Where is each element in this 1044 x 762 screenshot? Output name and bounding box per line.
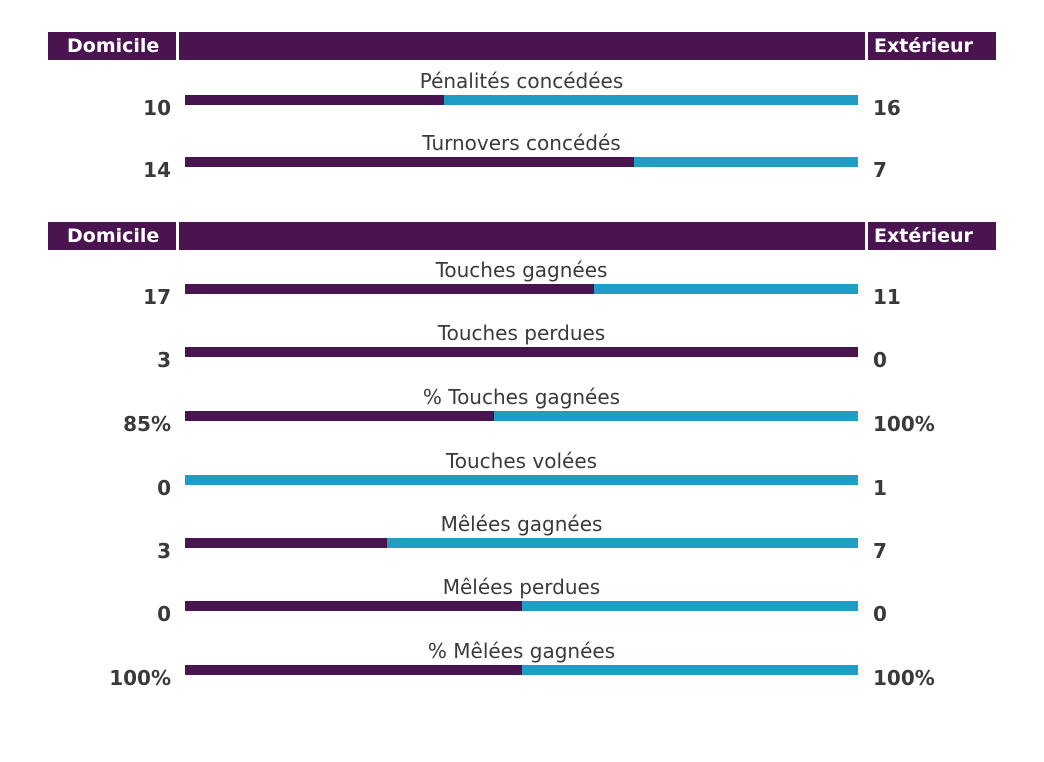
stat-row: % Touches gagnées 85% 100% bbox=[0, 385, 1044, 447]
stat-label: Touches volées bbox=[445, 449, 598, 473]
stat-value-home: 10 bbox=[143, 96, 171, 120]
stat-row: Mêlées perdues 0 0 bbox=[0, 575, 1044, 637]
stat-label: Pénalités concédées bbox=[419, 69, 624, 93]
stat-value-home: 100% bbox=[109, 666, 171, 690]
stat-value-home: 0 bbox=[157, 476, 171, 500]
stat-bar-home bbox=[185, 95, 445, 105]
stat-value-home: 3 bbox=[157, 539, 171, 563]
stat-label: Touches gagnées bbox=[435, 258, 608, 282]
stat-value-away: 7 bbox=[873, 539, 887, 563]
header-home-label: Domicile bbox=[67, 225, 160, 247]
section-header-1: Domicile Extérieur bbox=[48, 32, 996, 60]
stat-row: Turnovers concédés 14 7 bbox=[0, 131, 1044, 193]
stat-bar-home bbox=[185, 157, 634, 167]
stat-value-away: 0 bbox=[873, 348, 887, 372]
stat-bar-away bbox=[185, 475, 858, 485]
stat-value-away: 0 bbox=[873, 602, 887, 626]
header-away-cell: Extérieur bbox=[868, 32, 996, 60]
stat-bar-away bbox=[185, 411, 858, 421]
stat-bar-away bbox=[185, 95, 858, 105]
stat-value-home: 14 bbox=[143, 158, 171, 182]
stat-value-home: 3 bbox=[157, 348, 171, 372]
section-header-2: Domicile Extérieur bbox=[48, 222, 996, 250]
stat-bar-home bbox=[185, 538, 387, 548]
stat-label: Turnovers concédés bbox=[422, 131, 621, 155]
stat-value-home: 0 bbox=[157, 602, 171, 626]
header-home-label: Domicile bbox=[67, 35, 160, 57]
stat-value-away: 1 bbox=[873, 476, 887, 500]
header-away-label: Extérieur bbox=[874, 225, 973, 247]
header-middle-cell bbox=[179, 32, 865, 60]
header-middle-cell bbox=[179, 222, 865, 250]
stat-label: % Mêlées gagnées bbox=[427, 639, 616, 663]
stat-value-home: 85% bbox=[123, 412, 171, 436]
stat-bar-home bbox=[185, 601, 522, 611]
header-home-cell: Domicile bbox=[48, 32, 176, 60]
stat-value-home: 17 bbox=[143, 285, 171, 309]
stat-row: Touches perdues 3 0 bbox=[0, 321, 1044, 383]
stat-label: Touches perdues bbox=[437, 321, 606, 345]
stat-row: % Mêlées gagnées 100% 100% bbox=[0, 639, 1044, 701]
stat-row: Pénalités concédées 10 16 bbox=[0, 69, 1044, 131]
stat-bar-away bbox=[185, 347, 858, 357]
stat-label: Mêlées gagnées bbox=[440, 512, 603, 536]
stat-row: Mêlées gagnées 3 7 bbox=[0, 512, 1044, 574]
stat-bar-away bbox=[185, 665, 858, 675]
stat-value-away: 7 bbox=[873, 158, 887, 182]
stat-value-away: 100% bbox=[873, 412, 935, 436]
stat-value-away: 11 bbox=[873, 285, 901, 309]
stat-bar-away bbox=[185, 157, 858, 167]
header-away-cell: Extérieur bbox=[868, 222, 996, 250]
stat-label: % Touches gagnées bbox=[422, 385, 621, 409]
stat-bar-home bbox=[185, 665, 522, 675]
stat-bar-away bbox=[185, 601, 858, 611]
stat-bar-home bbox=[185, 347, 858, 357]
stat-value-away: 16 bbox=[873, 96, 901, 120]
stat-row: Touches gagnées 17 11 bbox=[0, 258, 1044, 320]
stat-bar-away bbox=[185, 284, 858, 294]
stat-bar-home bbox=[185, 284, 594, 294]
stat-label: Mêlées perdues bbox=[442, 575, 601, 599]
stat-value-away: 100% bbox=[873, 666, 935, 690]
stat-bar-away bbox=[185, 538, 858, 548]
header-home-cell: Domicile bbox=[48, 222, 176, 250]
header-away-label: Extérieur bbox=[874, 35, 973, 57]
stat-bar-home bbox=[185, 411, 494, 421]
stat-row: Touches volées 0 1 bbox=[0, 449, 1044, 511]
